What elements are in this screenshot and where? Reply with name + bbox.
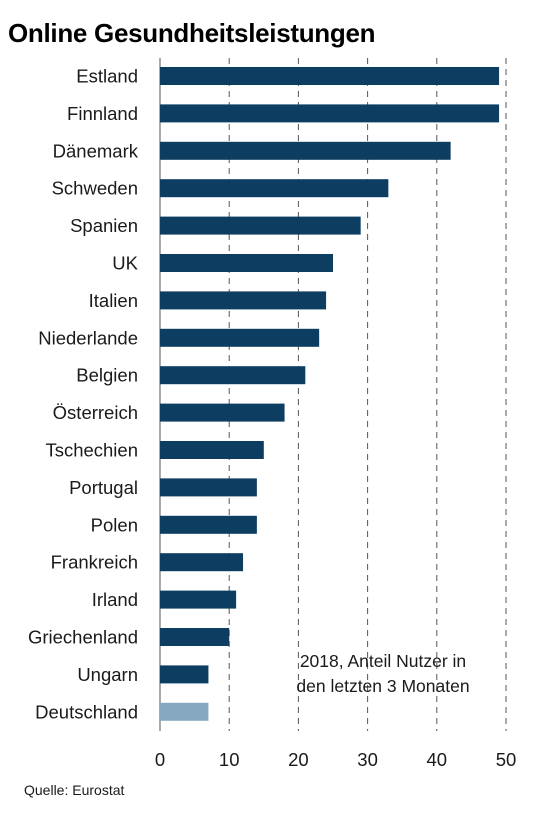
bar [160, 553, 244, 572]
category-labels: Estland Finnland Dänemark Schweden Spanien UK… [28, 66, 139, 723]
category-label: Griechenland [28, 627, 138, 648]
bar [160, 665, 209, 684]
annotation-line-1: 2018, Anteil Nutzer in [300, 651, 466, 671]
category-label: Belgien [76, 365, 138, 386]
bars [160, 67, 500, 721]
annotation-line-2: den letzten 3 Monaten [296, 676, 469, 696]
x-tick-labels: 0 10 20 30 40 50 [155, 749, 516, 770]
category-label: Tschechien [45, 440, 138, 461]
bar [160, 702, 209, 721]
bar [160, 254, 333, 272]
category-label: Italien [89, 290, 138, 311]
category-label: Ungarn [77, 664, 138, 685]
bar [160, 590, 237, 609]
category-label: Frankreich [51, 552, 138, 573]
x-tick-label: 30 [357, 749, 378, 770]
bar [160, 628, 230, 646]
category-label: Österreich [53, 402, 138, 423]
category-label: Finnland [67, 103, 138, 124]
category-label: UK [112, 253, 138, 274]
category-label: Schweden [52, 178, 138, 199]
x-tick-label: 20 [288, 749, 309, 770]
category-label: Portugal [69, 477, 138, 498]
source-note: Quelle: Eurostat [24, 782, 124, 798]
category-label: Estland [76, 66, 138, 87]
chart-title: Online Gesundheitsleistungen [8, 18, 375, 48]
bar [160, 366, 306, 385]
x-tick-label: 10 [219, 749, 240, 770]
category-label: Irland [92, 589, 138, 610]
bar [160, 441, 264, 459]
bar [160, 104, 500, 123]
bar [160, 179, 389, 198]
bar [160, 403, 285, 422]
grid-lines [159, 58, 507, 731]
bar [160, 141, 451, 160]
bar [160, 216, 361, 235]
x-tick-label: 40 [427, 749, 448, 770]
category-label: Spanien [70, 215, 138, 236]
bar [160, 328, 320, 347]
x-tick-label: 50 [496, 749, 517, 770]
bar [160, 67, 500, 85]
category-label: Deutschland [35, 701, 138, 722]
bar [160, 515, 257, 534]
category-label: Polen [91, 514, 138, 535]
category-label: Dänemark [53, 140, 139, 161]
bar [160, 291, 327, 310]
bar [160, 478, 257, 497]
x-tick-label: 0 [155, 749, 165, 770]
category-label: Niederlande [38, 327, 138, 348]
